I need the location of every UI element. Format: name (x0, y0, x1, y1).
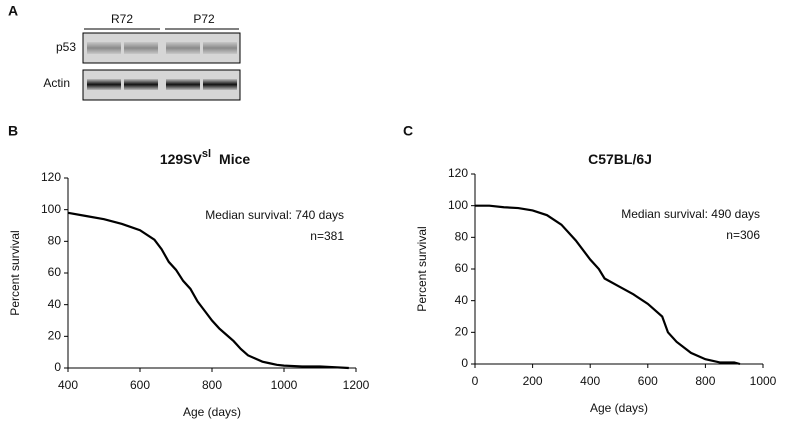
annotation: Median survival: 740 days (205, 208, 344, 222)
group-label: P72 (193, 12, 215, 26)
x-tick-label: 600 (638, 374, 658, 388)
x-tick-label: 1000 (750, 374, 777, 388)
y-tick-label: 60 (455, 261, 469, 275)
annotation: Median survival: 490 days (621, 207, 760, 221)
group-label: R72 (111, 12, 133, 26)
y-axis-label: Percent survival (8, 230, 22, 315)
annotation: n=306 (726, 228, 760, 242)
x-tick-label: 600 (130, 378, 150, 392)
row-label: Actin (43, 76, 70, 90)
y-tick-label: 120 (448, 166, 468, 180)
y-tick-label: 80 (48, 234, 62, 248)
y-tick-label: 40 (48, 297, 62, 311)
x-tick-label: 200 (523, 374, 543, 388)
x-tick-label: 1000 (271, 378, 298, 392)
x-tick-label: 800 (695, 374, 715, 388)
chart-title: C57BL/6J (588, 151, 652, 167)
x-axis-label: Age (days) (590, 401, 648, 415)
y-tick-label: 40 (455, 293, 469, 307)
chart-title: 129SVsl Mice (160, 148, 251, 167)
y-tick-label: 0 (461, 356, 468, 370)
title-superscript: sl (202, 148, 211, 160)
survival-curve (67, 211, 349, 370)
row-label: p53 (56, 40, 76, 54)
x-tick-label: 1200 (343, 378, 370, 392)
x-tick-label: 400 (580, 374, 600, 388)
panel-label: A (8, 3, 18, 19)
y-tick-label: 100 (448, 198, 468, 212)
panel-label: B (8, 123, 18, 139)
panel-label: C (403, 123, 413, 139)
y-tick-label: 120 (41, 170, 61, 184)
title-text: C57BL/6J (588, 151, 652, 167)
y-tick-label: 100 (41, 202, 61, 216)
blot-actin (82, 69, 241, 101)
x-tick-label: 400 (58, 378, 78, 392)
x-tick-label: 800 (202, 378, 222, 392)
annotation: n=381 (310, 229, 344, 243)
y-tick-label: 20 (455, 325, 469, 339)
y-tick-label: 60 (48, 265, 62, 279)
survival-curve (475, 204, 741, 366)
y-tick-label: 80 (455, 230, 469, 244)
blot-p53 (82, 32, 241, 64)
title-suffix: Mice (219, 151, 250, 167)
y-tick-label: 20 (48, 329, 62, 343)
y-tick-label: 0 (54, 360, 61, 374)
x-axis-label: Age (days) (183, 405, 241, 419)
x-tick-label: 0 (472, 374, 479, 388)
y-axis-label: Percent survival (415, 226, 429, 311)
title-text: 129SV (160, 151, 203, 167)
